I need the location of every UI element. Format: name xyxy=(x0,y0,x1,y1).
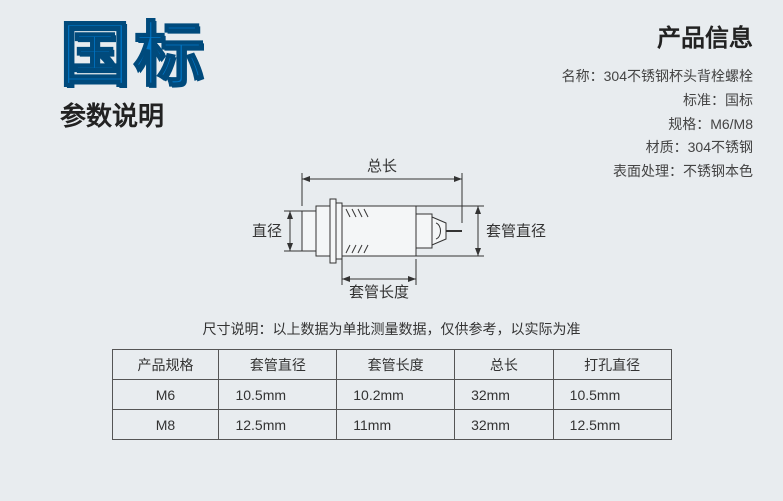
svg-text:套管长度: 套管长度 xyxy=(348,284,408,301)
size-note: 尺寸说明：以上数据为单批测量数据，仅供参考，以实际为准 xyxy=(0,319,783,339)
info-row: 名称：304不锈钢杯头背栓螺栓 xyxy=(562,65,753,89)
table-header: 打孔直径 xyxy=(553,350,671,380)
info-value: 国标 xyxy=(725,92,753,108)
table-cell: 32mm xyxy=(455,410,554,440)
info-label: 规格： xyxy=(668,116,710,132)
info-value: 304不锈钢 xyxy=(688,139,753,155)
info-value: M6/M8 xyxy=(710,116,753,132)
table-cell: 10.5mm xyxy=(553,380,671,410)
info-row: 标准：国标 xyxy=(562,89,753,113)
svg-text:直径: 直径 xyxy=(251,223,281,240)
table-row: M610.5mm10.2mm32mm10.5mm xyxy=(112,380,671,410)
product-info-panel: 产品信息 名称：304不锈钢杯头背栓螺栓标准：国标规格：M6/M8材质：304不… xyxy=(562,18,753,184)
info-row: 规格：M6/M8 xyxy=(562,113,753,137)
table-header: 总长 xyxy=(455,350,554,380)
info-label: 表面处理： xyxy=(613,163,683,179)
spec-table: 产品规格套管直径套管长度总长打孔直径M610.5mm10.2mm32mm10.5… xyxy=(112,349,672,440)
info-label: 名称： xyxy=(562,68,604,84)
product-info-title: 产品信息 xyxy=(562,18,753,53)
table-cell: 10.2mm xyxy=(337,380,455,410)
table-header: 产品规格 xyxy=(112,350,219,380)
table-cell: M8 xyxy=(112,410,219,440)
svg-text:总长: 总长 xyxy=(366,158,396,175)
info-value: 304不锈钢杯头背栓螺栓 xyxy=(604,68,753,84)
info-label: 材质： xyxy=(646,139,688,155)
dimension-diagram: 总长直径 套管直径套管长度 xyxy=(232,151,552,301)
svg-text:套管直径: 套管直径 xyxy=(486,223,546,240)
table-cell: 32mm xyxy=(455,380,554,410)
table-cell: 12.5mm xyxy=(219,410,337,440)
table-cell: M6 xyxy=(112,380,219,410)
table-cell: 10.5mm xyxy=(219,380,337,410)
table-row: M812.5mm11mm32mm12.5mm xyxy=(112,410,671,440)
table-header: 套管长度 xyxy=(337,350,455,380)
info-row: 表面处理：不锈钢本色 xyxy=(562,160,753,184)
info-label: 标准： xyxy=(683,92,725,108)
table-cell: 12.5mm xyxy=(553,410,671,440)
table-cell: 11mm xyxy=(337,410,455,440)
info-value: 不锈钢本色 xyxy=(683,163,753,179)
info-row: 材质：304不锈钢 xyxy=(562,136,753,160)
table-header: 套管直径 xyxy=(219,350,337,380)
